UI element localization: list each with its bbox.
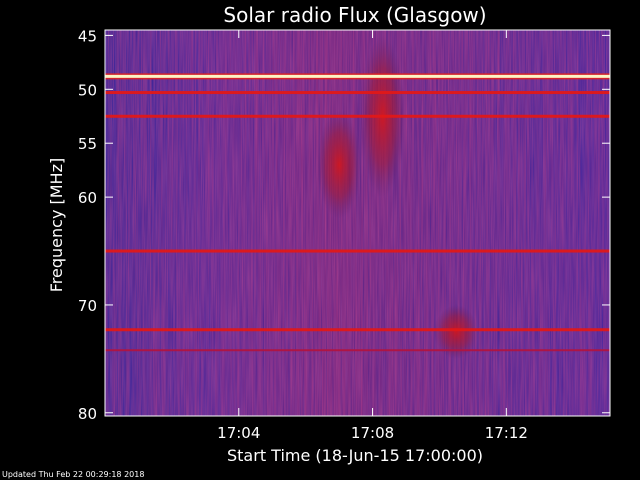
y-tick-label-6: 80: [78, 405, 97, 423]
spectrogram-texture-vertical: [105, 30, 610, 416]
y-axis-ticks: 45 50 55 60 70 80: [78, 27, 610, 423]
emission-band-2: [105, 91, 610, 95]
emission-bands: [105, 73, 610, 352]
emission-band-5: [105, 328, 610, 332]
updated-timestamp: Updated Thu Feb 22 00:29:18 2018: [2, 470, 145, 479]
chart-title: Solar radio Flux (Glasgow): [223, 3, 486, 27]
y-tick-label-2: 50: [78, 81, 97, 99]
emission-band-1: [105, 74, 610, 78]
y-tick-label-3: 55: [78, 135, 97, 153]
burst-region-3: [434, 304, 479, 359]
y-tick-label-5: 70: [78, 297, 97, 315]
x-tick-label-2: 17:08: [351, 424, 394, 442]
emission-band-6: [105, 349, 610, 352]
emission-band-3: [105, 114, 610, 118]
x-tick-label-3: 17:12: [485, 424, 528, 442]
y-axis-label: Frequency [MHz]: [47, 158, 66, 292]
burst-region-1: [317, 110, 362, 219]
x-axis-label: Start Time (18-Jun-15 17:00:00): [227, 446, 483, 465]
y-tick-label-1: 45: [78, 27, 97, 45]
plot-frame: [104, 29, 611, 417]
emission-band-4: [105, 249, 610, 253]
plot-area: [104, 29, 611, 417]
x-tick-label-1: 17:04: [217, 424, 260, 442]
x-axis-ticks: 17:04 17:08 17:12: [217, 30, 528, 442]
y-tick-label-4: 60: [78, 189, 97, 207]
